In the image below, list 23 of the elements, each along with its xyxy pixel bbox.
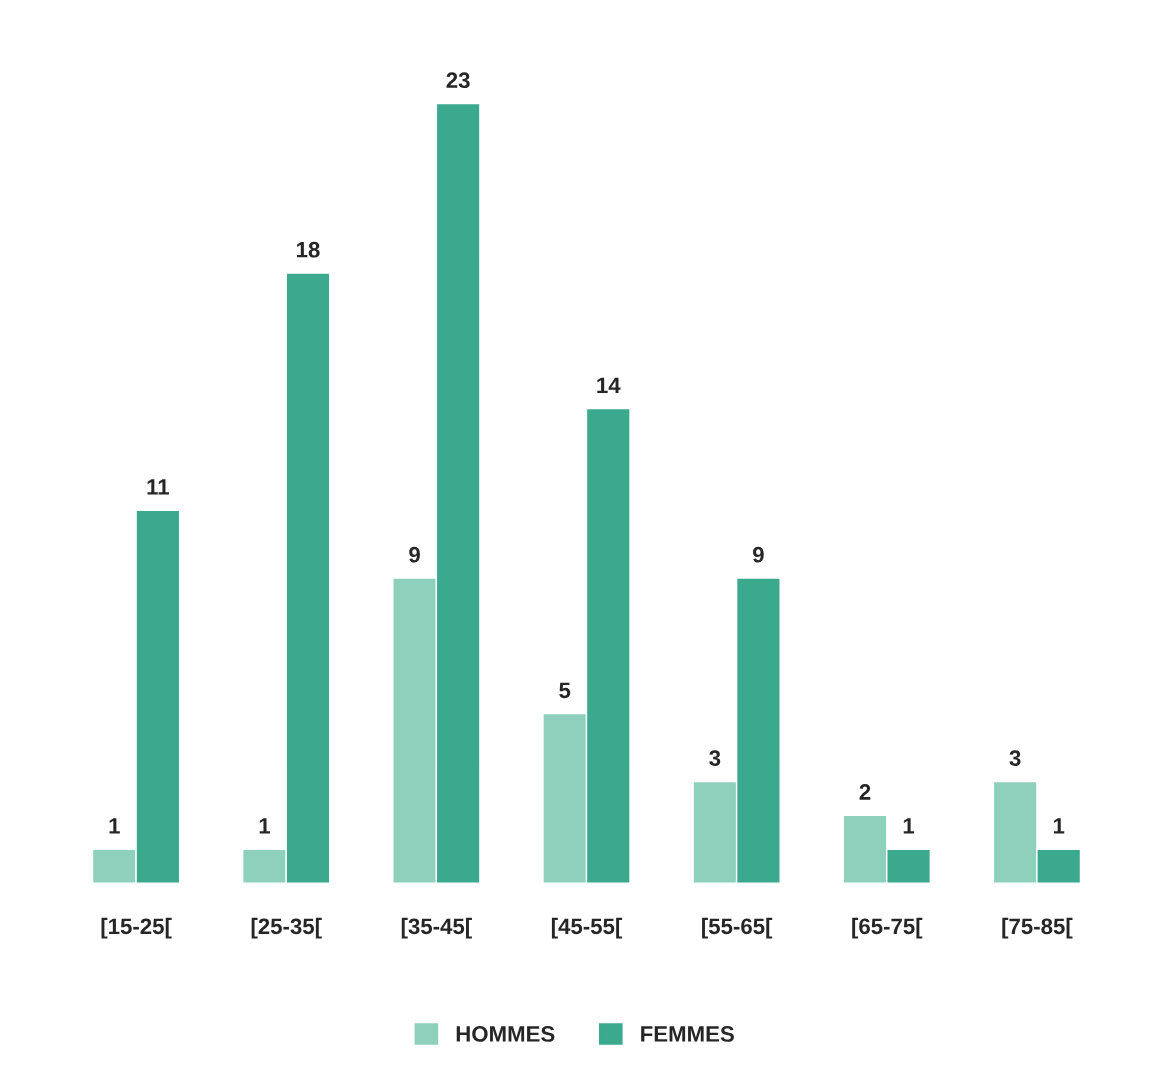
- data-label: 2: [859, 784, 871, 800]
- x-tick-label: [45-55[: [551, 917, 623, 939]
- data-label: 9: [409, 546, 420, 563]
- data-label: 14: [597, 377, 621, 393]
- x-tick-label: [15-25[: [101, 917, 172, 939]
- data-label: 3: [709, 750, 721, 766]
- data-label: 1: [259, 818, 271, 834]
- x-tick-label: [65-75[: [852, 917, 923, 939]
- data-label: 5: [559, 682, 571, 699]
- x-tick-label: [75-85[: [1002, 917, 1073, 939]
- legend-label: HOMMES: [456, 1026, 555, 1042]
- legend-label: FEMMES: [641, 1026, 734, 1042]
- data-label: 18: [297, 241, 320, 258]
- data-label: 23: [446, 72, 470, 89]
- data-label: 1: [903, 818, 915, 834]
- data-label: 1: [109, 818, 120, 834]
- x-tick-label: [55-65[: [702, 917, 773, 939]
- data-label: 3: [1009, 750, 1021, 766]
- x-tick-label: [25-35[: [251, 917, 322, 939]
- data-label: 9: [753, 546, 764, 563]
- data-label: 11: [147, 479, 169, 495]
- x-tick-label: [35-45[: [401, 917, 472, 939]
- data-label: 1: [1053, 818, 1065, 834]
